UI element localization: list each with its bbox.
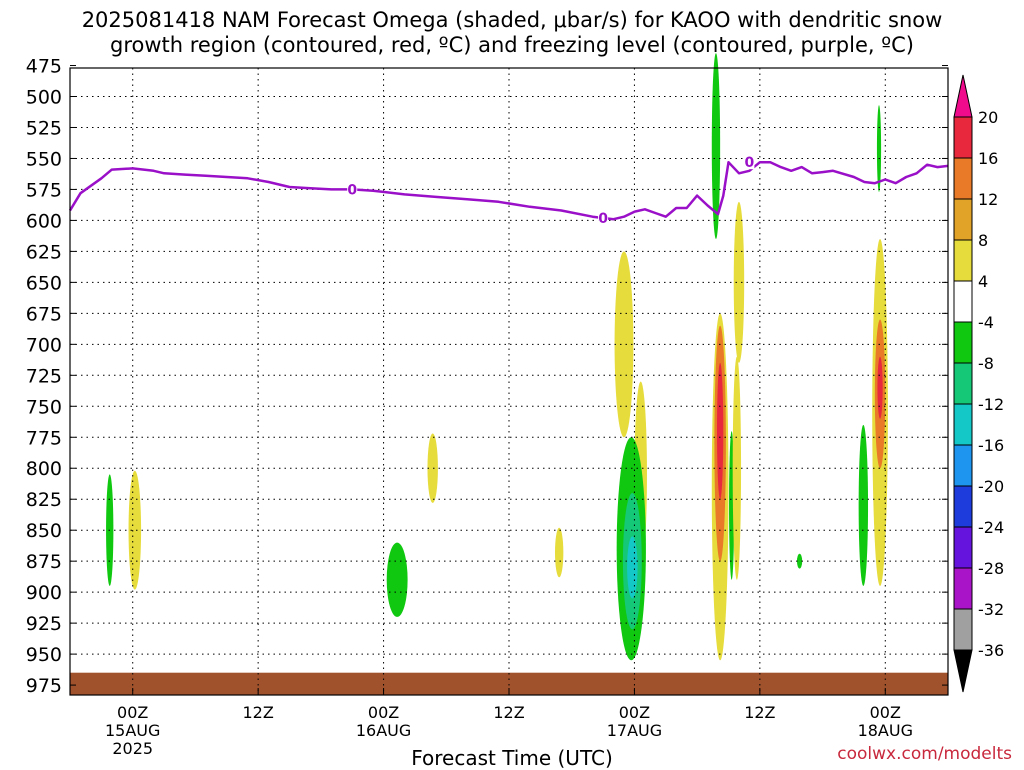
y-tick-label: 475 [26,56,62,78]
colorbar-top-arrow [953,74,973,118]
colorbar-box [953,116,973,159]
y-tick-label: 775 [26,427,62,449]
colorbar-box [953,362,973,405]
chart-title-line2: growth region (contoured, red, ºC) and f… [110,33,914,57]
y-tick-label: 725 [26,365,62,387]
omega-region [554,527,564,578]
y-tick-label: 525 [26,117,62,139]
colorbar-label: -4 [978,313,994,332]
x-tick-date: 16AUG [356,721,411,740]
colorbar-box [953,198,973,241]
colorbar-label: 16 [978,149,998,168]
omega-region [877,356,883,419]
omega-region [614,251,634,438]
x-tick-label: 12Z [493,703,524,722]
y-tick-label: 975 [26,675,62,697]
colorbar-box [953,608,973,651]
x-tick-label: 00Z [870,703,901,722]
colorbar-label: -36 [978,641,1004,660]
y-tick-label: 625 [26,241,62,263]
colorbar-label: -28 [978,559,1004,578]
omega-region [711,53,721,239]
ground-fill [70,672,948,695]
x-tick-date: 18AUG [858,721,913,740]
y-tick-label: 600 [26,210,62,232]
freezing-label-bg [744,154,755,170]
colorbar-label: -32 [978,600,1004,619]
x-tick-year: 2025 [112,739,153,758]
x-tick-label: 00Z [368,703,399,722]
omega-region [876,105,882,192]
omega-region [717,362,724,500]
freezing-level-label: 0 [347,182,357,198]
omega-region [427,433,438,503]
y-tick-label: 850 [26,520,62,542]
colorbar-label: 8 [978,231,988,250]
colorbar-box [953,444,973,487]
y-tick-label: 700 [26,334,62,356]
x-tick-date: 17AUG [607,721,662,740]
omega-region [627,536,638,599]
colorbar-label: -16 [978,436,1004,455]
grid-layer [70,68,948,695]
omega-region [796,553,803,569]
colorbar-box [953,567,973,610]
y-axis: 475 500 525 550 575 600 625 650 675 700 725 750 775 8… [26,56,948,697]
y-tick-label: 550 [26,148,62,170]
x-axis-title: Forecast Time (UTC) [411,746,613,770]
credit-link[interactable]: coolwx.com/modelts [837,744,1012,764]
colorbar-label: -12 [978,395,1004,414]
y-tick-label: 825 [26,489,62,511]
x-tick-date: 15AUG [105,721,160,740]
colorbar-box [953,321,973,364]
freezing-level-label: 0 [745,155,755,171]
colorbar-label: -20 [978,477,1004,496]
colorbar-box [953,239,973,282]
x-tick-label: 12Z [242,703,273,722]
colorbar-box [953,403,973,446]
y-tick-label: 925 [26,613,62,635]
freezing-level-label: 0 [598,211,608,227]
freezing-label-bg [347,181,358,197]
x-tick-label: 00Z [117,703,148,722]
y-tick-label: 650 [26,272,62,294]
colorbar-label: 20 [978,108,998,127]
colorbar: 20 16 12 8 4 -4 -8 -12 -16 -20 -24 -28 -32 -36 [953,74,1004,693]
y-tick-label: 900 [26,582,62,604]
colorbar-label: -24 [978,518,1004,537]
x-tick-label: 00Z [619,703,650,722]
freezing-level-line [68,160,949,221]
y-tick-label: 800 [26,458,62,480]
omega-region [858,424,869,586]
omega-region [733,201,745,363]
colorbar-box [953,157,973,200]
y-tick-label: 575 [26,179,62,201]
colorbar-bottom-arrow [953,649,973,693]
colorbar-box [953,485,973,528]
omega-region [128,470,142,590]
y-tick-label: 675 [26,303,62,325]
chart-title-line1: 2025081418 NAM Forecast Omega (shaded, μ… [81,8,943,32]
colorbar-label: -8 [978,354,994,373]
omega-region [386,542,408,617]
ground-fill-layer [70,672,948,695]
x-tick-label: 12Z [744,703,775,722]
y-tick-label: 875 [26,551,62,573]
y-tick-label: 950 [26,644,62,666]
colorbar-label: 12 [978,190,998,209]
colorbar-box [953,280,973,323]
freezing-label-bg [598,209,609,225]
colorbar-label: 4 [978,272,988,291]
freezing-level-layer: 0 0 0 [68,154,949,227]
colorbar-box [953,526,973,569]
y-tick-label: 500 [26,87,62,109]
omega-shading-layer [106,53,888,661]
y-tick-label: 750 [26,396,62,418]
